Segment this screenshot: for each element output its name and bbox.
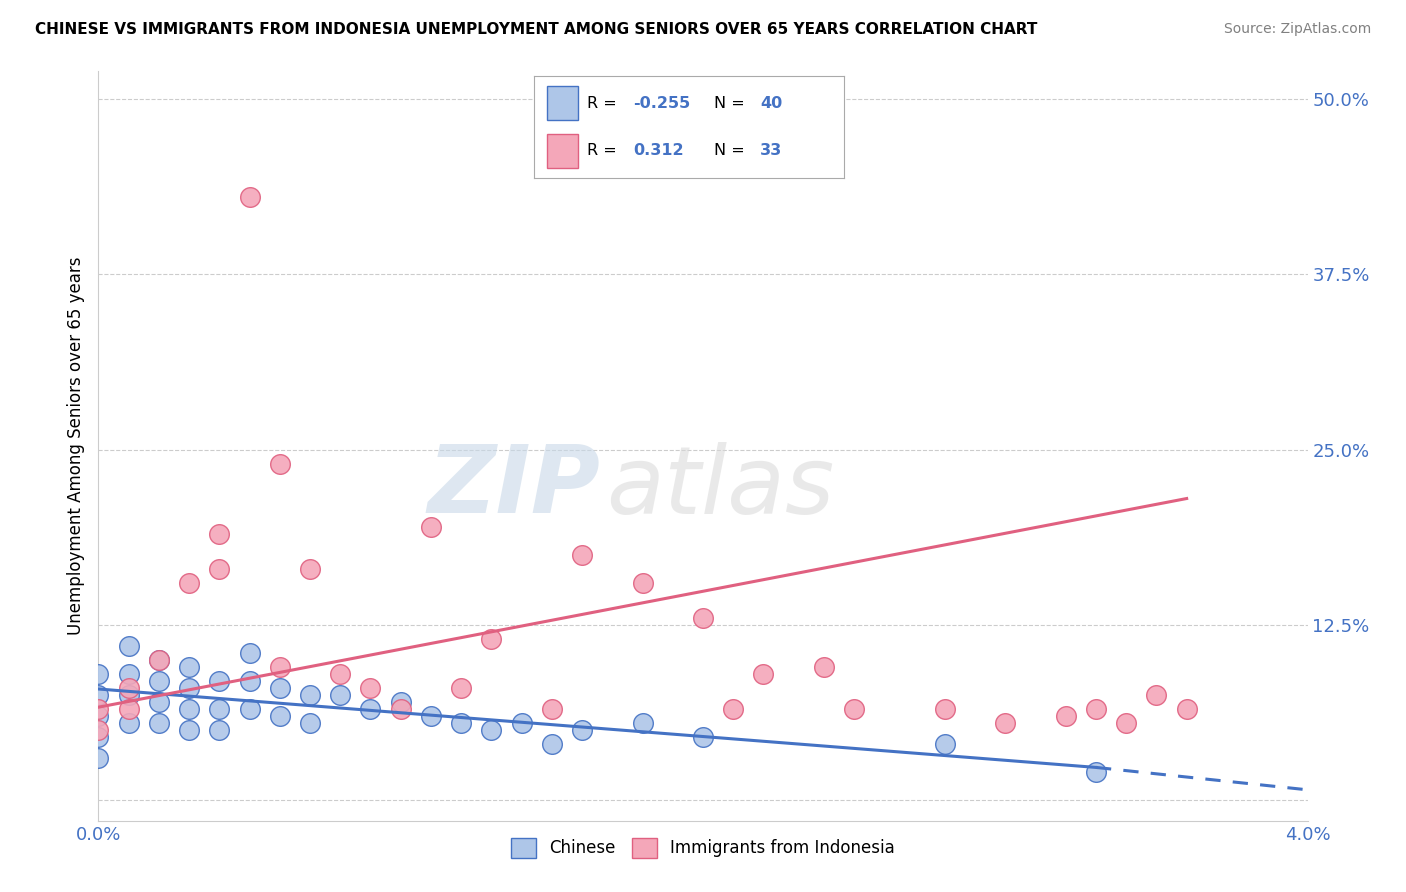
Point <box>239 673 262 688</box>
Point <box>87 666 110 681</box>
Point <box>269 681 291 695</box>
Point <box>723 701 745 715</box>
Point <box>179 723 201 737</box>
Point <box>179 659 201 673</box>
Legend: Chinese, Immigrants from Indonesia: Chinese, Immigrants from Indonesia <box>505 831 901 864</box>
Point <box>420 708 443 723</box>
Point <box>1175 701 1198 715</box>
Point <box>148 652 170 666</box>
Point <box>510 715 533 730</box>
Point <box>239 701 262 715</box>
Text: atlas: atlas <box>606 442 835 533</box>
Point <box>994 715 1017 730</box>
Point <box>481 632 503 646</box>
Point <box>208 561 231 575</box>
Point <box>1054 708 1077 723</box>
Bar <box>547 87 578 120</box>
Point <box>269 457 291 471</box>
Point <box>87 730 110 744</box>
Point <box>87 688 110 702</box>
Point <box>179 681 201 695</box>
Point <box>179 701 201 715</box>
Point <box>540 701 562 715</box>
Point <box>148 652 170 666</box>
Point <box>179 575 201 590</box>
Point <box>208 526 231 541</box>
Point <box>299 561 322 575</box>
Point <box>692 730 714 744</box>
Text: ZIP: ZIP <box>427 442 600 533</box>
Text: R =: R = <box>586 143 617 158</box>
Point <box>208 701 231 715</box>
Point <box>118 639 141 653</box>
Point <box>571 723 593 737</box>
Point <box>148 715 170 730</box>
Point <box>631 575 654 590</box>
Point <box>208 723 231 737</box>
Text: -0.255: -0.255 <box>633 95 690 111</box>
Text: CHINESE VS IMMIGRANTS FROM INDONESIA UNEMPLOYMENT AMONG SENIORS OVER 65 YEARS CO: CHINESE VS IMMIGRANTS FROM INDONESIA UNE… <box>35 22 1038 37</box>
Point <box>87 750 110 764</box>
Point <box>329 688 352 702</box>
Point <box>692 610 714 624</box>
Point <box>420 519 443 533</box>
Point <box>389 701 412 715</box>
Point <box>1146 688 1168 702</box>
Point <box>481 723 503 737</box>
Point <box>269 708 291 723</box>
Point <box>239 646 262 660</box>
Point <box>450 681 472 695</box>
Point <box>118 666 141 681</box>
Point <box>571 548 593 562</box>
Point <box>148 673 170 688</box>
Text: N =: N = <box>714 143 744 158</box>
Text: N =: N = <box>714 95 744 111</box>
Point <box>208 673 231 688</box>
Point <box>360 681 382 695</box>
Point <box>118 701 141 715</box>
Point <box>299 688 322 702</box>
Point <box>329 666 352 681</box>
Point <box>118 681 141 695</box>
Text: 40: 40 <box>761 95 782 111</box>
Point <box>389 695 412 709</box>
Point <box>752 666 775 681</box>
Point <box>1085 701 1108 715</box>
Point <box>299 715 322 730</box>
Text: R =: R = <box>586 95 617 111</box>
Point <box>813 659 835 673</box>
Point <box>118 715 141 730</box>
Point <box>360 701 382 715</box>
Point <box>87 701 110 715</box>
Point <box>269 659 291 673</box>
Point <box>631 715 654 730</box>
Point <box>934 701 956 715</box>
Point <box>934 737 956 751</box>
Point <box>1115 715 1137 730</box>
Point <box>450 715 472 730</box>
Point <box>148 695 170 709</box>
Point <box>87 723 110 737</box>
Bar <box>547 135 578 168</box>
Point <box>87 708 110 723</box>
Y-axis label: Unemployment Among Seniors over 65 years: Unemployment Among Seniors over 65 years <box>66 257 84 635</box>
Point <box>1085 764 1108 779</box>
Text: 0.312: 0.312 <box>633 143 683 158</box>
Point <box>118 688 141 702</box>
Text: 33: 33 <box>761 143 782 158</box>
Point <box>844 701 866 715</box>
Point <box>540 737 562 751</box>
Text: Source: ZipAtlas.com: Source: ZipAtlas.com <box>1223 22 1371 37</box>
Point <box>239 190 262 204</box>
